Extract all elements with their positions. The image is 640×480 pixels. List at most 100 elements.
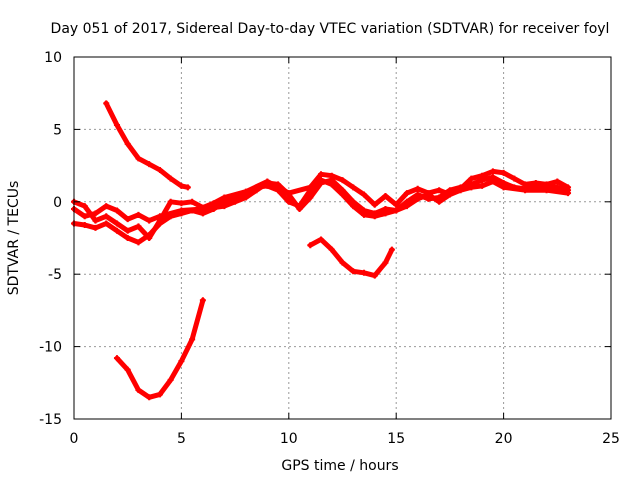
- y-axis-label: SDTVAR / TECUs: [6, 181, 22, 296]
- y-tick-label: -5: [48, 267, 62, 283]
- data-point: [425, 190, 432, 197]
- data-point: [565, 190, 572, 197]
- data-point: [156, 391, 163, 398]
- data-point: [146, 394, 153, 401]
- y-tick-label: 5: [53, 122, 62, 138]
- data-point: [167, 213, 174, 220]
- data-point: [328, 181, 335, 188]
- data-point: [468, 184, 475, 191]
- grid: [74, 57, 611, 419]
- data-point: [124, 216, 131, 223]
- data-point: [210, 206, 217, 213]
- data-point: [414, 195, 421, 202]
- data-series: [71, 100, 572, 401]
- data-point: [339, 259, 346, 266]
- data-point: [543, 187, 550, 194]
- data-point: [146, 161, 153, 168]
- data-point: [221, 194, 228, 201]
- data-point: [178, 210, 185, 217]
- data-point: [479, 182, 486, 189]
- data-point: [178, 200, 185, 207]
- data-point: [167, 175, 174, 182]
- data-point: [156, 217, 163, 224]
- data-point: [167, 198, 174, 205]
- data-point: [382, 193, 389, 200]
- data-point: [339, 177, 346, 184]
- data-point: [178, 358, 185, 365]
- x-tick-label: 20: [495, 431, 513, 447]
- x-tick-label: 0: [70, 431, 79, 447]
- y-tick-label: 10: [44, 50, 62, 66]
- data-point: [113, 207, 120, 214]
- data-point: [371, 213, 378, 220]
- data-point: [103, 203, 110, 210]
- x-tick-label: 15: [387, 431, 405, 447]
- data-point: [388, 246, 395, 253]
- data-point: [522, 181, 529, 188]
- data-point: [543, 181, 550, 188]
- data-point: [500, 169, 507, 176]
- data-point: [318, 171, 325, 178]
- series-line-trace-f: [114, 297, 206, 400]
- data-point: [124, 366, 131, 373]
- x-tick-label: 25: [602, 431, 620, 447]
- data-point: [532, 179, 539, 186]
- data-point: [124, 140, 131, 147]
- data-point: [565, 184, 572, 191]
- data-point: [382, 259, 389, 266]
- data-point: [124, 227, 131, 234]
- data-point: [403, 190, 410, 197]
- chart-title: Day 051 of 2017, Sidereal Day-to-day VTE…: [51, 21, 610, 37]
- plot-frame: [73, 56, 612, 420]
- data-point: [489, 168, 496, 175]
- data-point: [210, 200, 217, 207]
- data-point: [92, 210, 99, 217]
- data-point: [135, 387, 142, 394]
- data-point: [199, 297, 206, 304]
- data-point: [135, 223, 142, 230]
- data-point: [264, 178, 271, 185]
- data-point: [511, 175, 518, 182]
- x-axis-label: GPS time / hours: [281, 458, 398, 474]
- y-tick-label: -15: [39, 412, 62, 428]
- data-point: [103, 220, 110, 227]
- data-point: [350, 184, 357, 191]
- data-point: [554, 178, 561, 185]
- data-point: [135, 211, 142, 218]
- data-point: [436, 187, 443, 194]
- data-point: [135, 155, 142, 162]
- data-point: [468, 175, 475, 182]
- data-point: [199, 210, 206, 217]
- data-point: [189, 336, 196, 343]
- data-point: [92, 224, 99, 231]
- data-point: [135, 239, 142, 246]
- data-point: [184, 184, 191, 191]
- x-tick-label: 5: [177, 431, 186, 447]
- data-point: [350, 268, 357, 275]
- data-point: [446, 191, 453, 198]
- data-point: [285, 198, 292, 205]
- y-tick-label: -10: [39, 340, 62, 356]
- data-point: [382, 210, 389, 217]
- data-point: [113, 355, 120, 362]
- data-point: [307, 184, 314, 191]
- data-point: [328, 246, 335, 253]
- data-point: [328, 172, 335, 179]
- data-point: [146, 235, 153, 241]
- data-point: [242, 188, 249, 195]
- data-point: [360, 211, 367, 218]
- data-point: [307, 242, 314, 249]
- data-point: [393, 207, 400, 214]
- data-point: [339, 191, 346, 198]
- data-point: [318, 236, 325, 243]
- data-point: [371, 201, 378, 208]
- data-point: [285, 190, 292, 197]
- data-point: [156, 166, 163, 173]
- series-line-trace-b: [71, 177, 571, 245]
- data-point: [103, 213, 110, 220]
- x-tick-label: 10: [280, 431, 298, 447]
- data-point: [457, 185, 464, 192]
- data-point: [350, 203, 357, 210]
- data-point: [113, 227, 120, 234]
